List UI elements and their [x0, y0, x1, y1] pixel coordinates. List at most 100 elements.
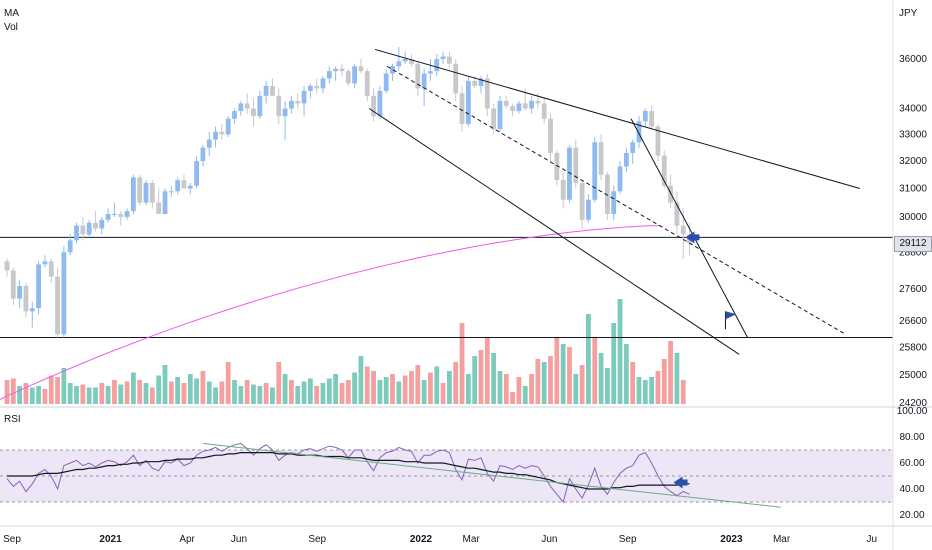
candle-body — [162, 191, 168, 215]
candle-body — [465, 80, 471, 124]
volume-bar — [522, 386, 528, 404]
candle-body — [503, 100, 509, 106]
candle-body — [99, 219, 105, 229]
time-tick-label: Apr — [179, 534, 195, 545]
volume-bar — [554, 338, 560, 404]
volume-bar — [428, 372, 433, 404]
price-tick-label: 25000 — [899, 370, 927, 381]
time-tick-label: 2022 — [410, 534, 433, 545]
candle-body — [428, 71, 433, 74]
indicator-vol-label[interactable]: Vol — [4, 22, 18, 33]
volume-bar — [42, 389, 48, 404]
currency-label: JPY — [899, 8, 918, 19]
volume-bar — [48, 375, 54, 404]
time-tick-label: Sep — [619, 534, 637, 545]
volume-bar — [339, 383, 345, 404]
volume-bar — [36, 386, 41, 404]
candle-body — [131, 177, 136, 212]
candle-body — [484, 78, 490, 109]
volume-bar — [623, 344, 629, 404]
volume-bar — [187, 374, 193, 404]
time-tick-label: 2023 — [720, 534, 743, 545]
candle-body — [434, 59, 440, 72]
candle-body — [491, 108, 497, 130]
candle-body — [579, 182, 585, 220]
candle-body — [124, 211, 130, 217]
candle-body — [301, 90, 307, 104]
volume-bar — [478, 350, 484, 404]
volume-bar — [535, 359, 541, 404]
volume-bar — [579, 365, 585, 404]
volume-bar — [181, 383, 187, 404]
volume-bar — [617, 299, 623, 404]
candle-body — [364, 71, 370, 96]
volume-bar — [636, 377, 642, 404]
candle-body — [510, 105, 515, 112]
candle-body — [339, 68, 345, 72]
candle-body — [213, 131, 218, 140]
volume-bar — [358, 356, 364, 404]
candle-body — [472, 80, 478, 86]
candle-body — [187, 185, 193, 189]
rsi-tick-label: 20.00 — [899, 510, 924, 521]
volume-bar — [668, 341, 673, 404]
trendline — [630, 118, 749, 338]
candle-body — [655, 126, 661, 156]
volume-bar — [80, 384, 86, 404]
candle-body — [611, 191, 617, 215]
trendline — [374, 48, 860, 189]
volume-bar — [680, 380, 686, 404]
volume-bar — [383, 377, 389, 404]
candle-body — [219, 131, 225, 135]
candle-body — [636, 121, 642, 143]
candle-body — [225, 118, 231, 135]
candle-body — [42, 261, 48, 265]
volume-bar — [29, 387, 35, 404]
volume-bar — [674, 353, 680, 404]
volume-bar — [402, 375, 408, 404]
candle-body — [320, 78, 326, 89]
volume-bar — [649, 377, 655, 404]
volume-bar — [345, 380, 351, 404]
candle-body — [560, 180, 566, 200]
volume-bar — [17, 386, 23, 404]
candle-body — [352, 66, 357, 84]
volume-bar — [548, 356, 553, 404]
candle-body — [630, 142, 636, 153]
volume-bar — [263, 383, 269, 404]
candle-body — [478, 78, 484, 86]
candle-body — [67, 240, 73, 253]
price-pane — [0, 47, 893, 404]
candle-body — [383, 73, 389, 91]
volume-bar — [364, 366, 370, 404]
rsi-indicator-label[interactable]: RSI — [4, 414, 21, 425]
price-tick-label: 30000 — [899, 212, 927, 223]
candle-body — [358, 66, 364, 72]
time-tick-label: Jun — [541, 534, 557, 545]
candle-body — [371, 95, 376, 117]
volume-bar — [244, 380, 250, 404]
candle-body — [295, 100, 301, 104]
volume-bar — [270, 387, 275, 404]
price-tick-label: 36000 — [899, 54, 927, 65]
volume-bar — [74, 386, 79, 404]
time-tick-label: Sep — [308, 534, 326, 545]
price-tick-label: 26600 — [899, 316, 927, 327]
rsi-arrow-marker — [673, 476, 688, 489]
volume-bar — [238, 386, 244, 404]
candle-body — [55, 276, 60, 335]
volume-bar — [459, 323, 465, 404]
price-tick-label: 32000 — [899, 156, 927, 167]
candle-body — [244, 103, 250, 109]
volume-bar — [541, 362, 547, 404]
volume-bar — [320, 383, 326, 404]
candle-body — [402, 59, 408, 62]
candle-body — [541, 103, 547, 119]
indicator-ma-label[interactable]: MA — [4, 8, 19, 19]
volume-bar — [156, 375, 162, 404]
candle-body — [232, 111, 237, 119]
volume-bar — [301, 381, 307, 404]
candle-body — [390, 66, 395, 74]
volume-bar — [510, 392, 515, 404]
volume-bar — [232, 380, 237, 404]
